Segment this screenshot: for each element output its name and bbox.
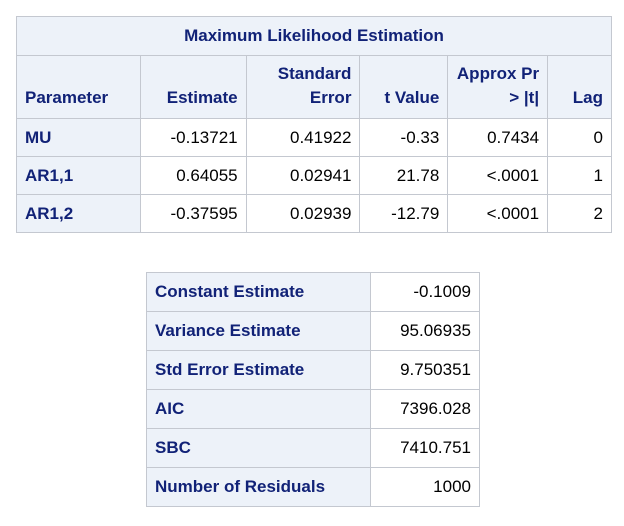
row-header: SBC — [146, 428, 371, 468]
table-row: Std Error Estimate 9.750351 — [146, 350, 480, 390]
table-cell: 0.02941 — [245, 156, 361, 195]
table-cell: -0.1009 — [370, 272, 480, 312]
row-header: Number of Residuals — [146, 467, 371, 507]
row-header: Constant Estimate — [146, 272, 371, 312]
table-cell: 0 — [547, 118, 612, 157]
table-cell: 0.7434 — [447, 118, 549, 157]
table-cell: 0.02939 — [245, 194, 361, 233]
row-header: AR1,1 — [16, 156, 141, 195]
table-cell: <.0001 — [447, 156, 549, 195]
estimation-table: Maximum Likelihood Estimation Parameter E… — [16, 16, 612, 233]
column-header: t Value — [359, 55, 449, 119]
table-cell: 0.64055 — [139, 156, 247, 195]
table-cell: 2 — [547, 194, 612, 233]
table-row: AIC 7396.028 — [146, 389, 480, 429]
table-row: MU -0.13721 0.41922 -0.33 0.7434 0 — [16, 118, 612, 157]
table-cell: 1 — [547, 156, 612, 195]
table-cell: 1000 — [370, 467, 480, 507]
table-cell: 9.750351 — [370, 350, 480, 390]
table-cell: -12.79 — [359, 194, 449, 233]
table-cell: -0.37595 — [139, 194, 247, 233]
column-header: Parameter — [16, 55, 141, 119]
table-row: AR1,1 0.64055 0.02941 21.78 <.0001 1 — [16, 156, 612, 195]
table-row: Number of Residuals 1000 — [146, 467, 480, 507]
table-cell: 7396.028 — [370, 389, 480, 429]
column-header: Approx Pr > |t| — [447, 55, 549, 119]
column-header: Standard Error — [245, 55, 361, 119]
row-header: AIC — [146, 389, 371, 429]
row-header: AR1,2 — [16, 194, 141, 233]
table-cell: 7410.751 — [370, 428, 480, 468]
table-title: Maximum Likelihood Estimation — [16, 16, 612, 56]
column-header: Estimate — [139, 55, 247, 119]
table-cell: 0.41922 — [245, 118, 361, 157]
table-row: Variance Estimate 95.06935 — [146, 311, 480, 351]
table-row: SBC 7410.751 — [146, 428, 480, 468]
stats-table: Constant Estimate -0.1009 Variance Estimat… — [146, 272, 480, 507]
table-cell: -0.13721 — [139, 118, 247, 157]
table-cell: <.0001 — [447, 194, 549, 233]
row-header: MU — [16, 118, 141, 157]
table-row: AR1,2 -0.37595 0.02939 -12.79 <.0001 2 — [16, 194, 612, 233]
row-header: Variance Estimate — [146, 311, 371, 351]
row-header: Std Error Estimate — [146, 350, 371, 390]
table-cell: 21.78 — [359, 156, 449, 195]
table-row: Constant Estimate -0.1009 — [146, 272, 480, 312]
table-cell: -0.33 — [359, 118, 449, 157]
table-cell: 95.06935 — [370, 311, 480, 351]
column-header: Lag — [547, 55, 612, 119]
